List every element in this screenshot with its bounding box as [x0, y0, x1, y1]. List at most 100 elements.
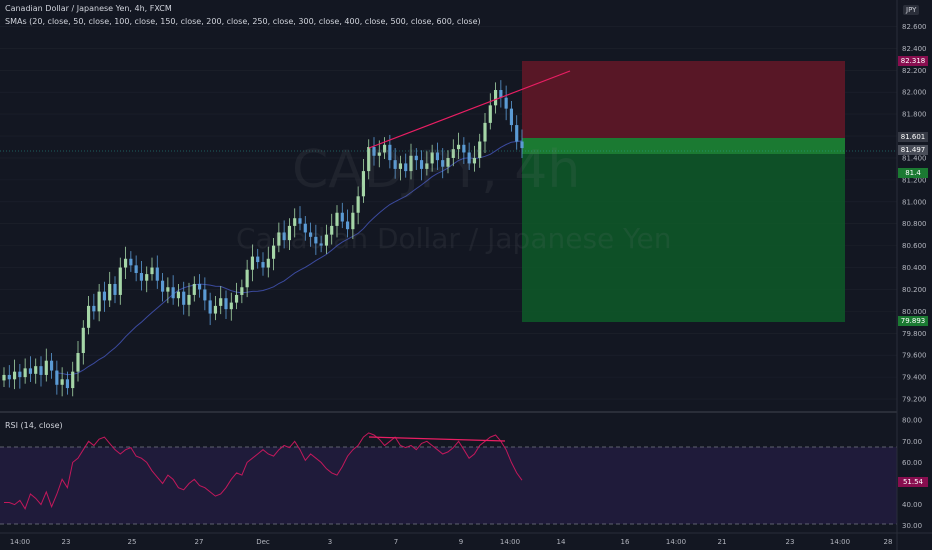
candle-body — [499, 90, 503, 98]
rsi-band — [0, 447, 897, 524]
price-tick-label: 79.200 — [902, 396, 927, 404]
rsi-value-badge: 51.54 — [898, 477, 928, 487]
candle-body — [404, 163, 408, 172]
candle-body — [351, 212, 355, 230]
rsi-line — [4, 432, 523, 510]
time-tick-label: 25 — [128, 538, 137, 546]
rsi-tick-label: 30.00 — [902, 522, 922, 530]
candle-body — [108, 283, 112, 301]
candle-body — [102, 291, 107, 301]
stop-loss-zone[interactable] — [522, 61, 845, 138]
price-tick-label: 81.800 — [902, 111, 927, 119]
candle-body — [166, 287, 170, 292]
candle-body — [462, 144, 466, 153]
sma-legend[interactable]: SMAs (20, close, 50, close, 100, close, … — [5, 17, 481, 26]
candle-body — [303, 223, 307, 233]
candle-body — [49, 360, 54, 371]
candle-body — [382, 144, 387, 153]
candle-body — [208, 300, 212, 314]
candle-body — [330, 225, 334, 235]
symbol-title[interactable]: Canadian Dollar / Japanese Yen, 4h, FXCM — [5, 4, 172, 13]
target-price-badge: 79.893 — [898, 316, 928, 326]
rsi-divergence-line[interactable] — [368, 436, 506, 442]
price-tick-label: 81.000 — [902, 198, 927, 206]
candle-body — [76, 353, 80, 372]
take-profit-zone[interactable] — [522, 138, 845, 322]
time-tick-label: 23 — [786, 538, 795, 546]
candle-body — [182, 291, 186, 305]
candle-body — [282, 232, 286, 241]
price-tick-label: 79.600 — [902, 352, 927, 360]
price-axis[interactable]: 82.60082.40082.20082.00081.80081.60081.4… — [902, 23, 927, 404]
candle-body — [176, 291, 181, 299]
watermark-symbol: CADJPY, 4h — [292, 140, 581, 200]
candle-body — [419, 160, 424, 169]
candle-body — [150, 267, 154, 275]
candle-body — [234, 294, 239, 303]
candle-body — [509, 108, 514, 126]
candle-body — [23, 368, 27, 378]
rsi-tick-label: 60.00 — [902, 459, 922, 467]
candle-body — [388, 144, 392, 161]
candle-body — [123, 258, 128, 268]
time-tick-label: 16 — [621, 538, 630, 546]
sma-line — [56, 140, 523, 376]
candle-body — [335, 212, 339, 226]
candle-body — [493, 90, 498, 106]
candle-body — [377, 152, 381, 156]
candle-body — [118, 267, 122, 295]
candle-body — [65, 379, 70, 389]
time-tick-label: 14:00 — [666, 538, 686, 546]
candle-body — [472, 157, 477, 164]
price-tick-label: 82.600 — [902, 23, 927, 31]
candle-body — [356, 196, 360, 213]
candle-body — [245, 269, 249, 288]
candle-body — [324, 234, 329, 246]
candle-body — [7, 374, 11, 380]
time-tick-label: 27 — [195, 538, 204, 546]
time-tick-label: 21 — [718, 538, 727, 546]
entry-price-badge: 81.4 — [898, 168, 928, 178]
candle-body — [277, 232, 281, 246]
candle-body — [34, 366, 38, 374]
candle-body — [219, 298, 223, 306]
candle-body — [256, 256, 260, 263]
time-tick-label: Dec — [256, 538, 270, 546]
price-tick-label: 80.200 — [902, 286, 927, 294]
high-price-badge: 81.601 — [898, 132, 928, 142]
candle-body — [504, 97, 508, 109]
candle-body — [414, 155, 418, 161]
time-tick-label: 28 — [884, 538, 893, 546]
candle-body — [261, 262, 265, 268]
candle-body — [266, 258, 270, 268]
candle-body — [192, 283, 196, 295]
candle-body — [425, 163, 429, 169]
price-tick-label: 80.600 — [902, 242, 927, 250]
candle-body — [12, 371, 17, 380]
price-tick-label: 80.400 — [902, 264, 927, 272]
price-tick-label: 79.800 — [902, 330, 927, 338]
currency-badge[interactable]: JPY — [903, 5, 920, 15]
candle-body — [446, 157, 450, 167]
candle-body — [441, 160, 445, 167]
time-axis[interactable]: 14:00 23 25 27 Dec 3 7 9 14:00 14 16 14:00 21 23 14:00… — [10, 538, 893, 546]
rsi-tick-label: 40.00 — [902, 501, 922, 509]
candlestick-series — [2, 80, 524, 397]
candle-body — [18, 371, 22, 378]
candle-body — [467, 152, 471, 164]
candle-body — [39, 366, 43, 375]
price-tick-label: 82.200 — [902, 67, 927, 75]
rsi-legend[interactable]: RSI (14, close) — [5, 421, 63, 430]
candle-body — [213, 305, 218, 314]
price-tick-label: 80.000 — [902, 308, 927, 316]
candle-body — [160, 280, 165, 292]
price-trendline[interactable] — [368, 70, 571, 149]
candle-body — [203, 289, 207, 301]
candle-body — [398, 163, 403, 169]
candle-body — [520, 141, 524, 149]
price-tick-label: 81.400 — [902, 154, 927, 162]
candle-body — [187, 294, 191, 305]
rsi-tick-label: 70.00 — [902, 438, 922, 446]
